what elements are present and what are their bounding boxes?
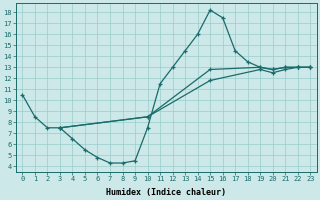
X-axis label: Humidex (Indice chaleur): Humidex (Indice chaleur) xyxy=(106,188,226,197)
